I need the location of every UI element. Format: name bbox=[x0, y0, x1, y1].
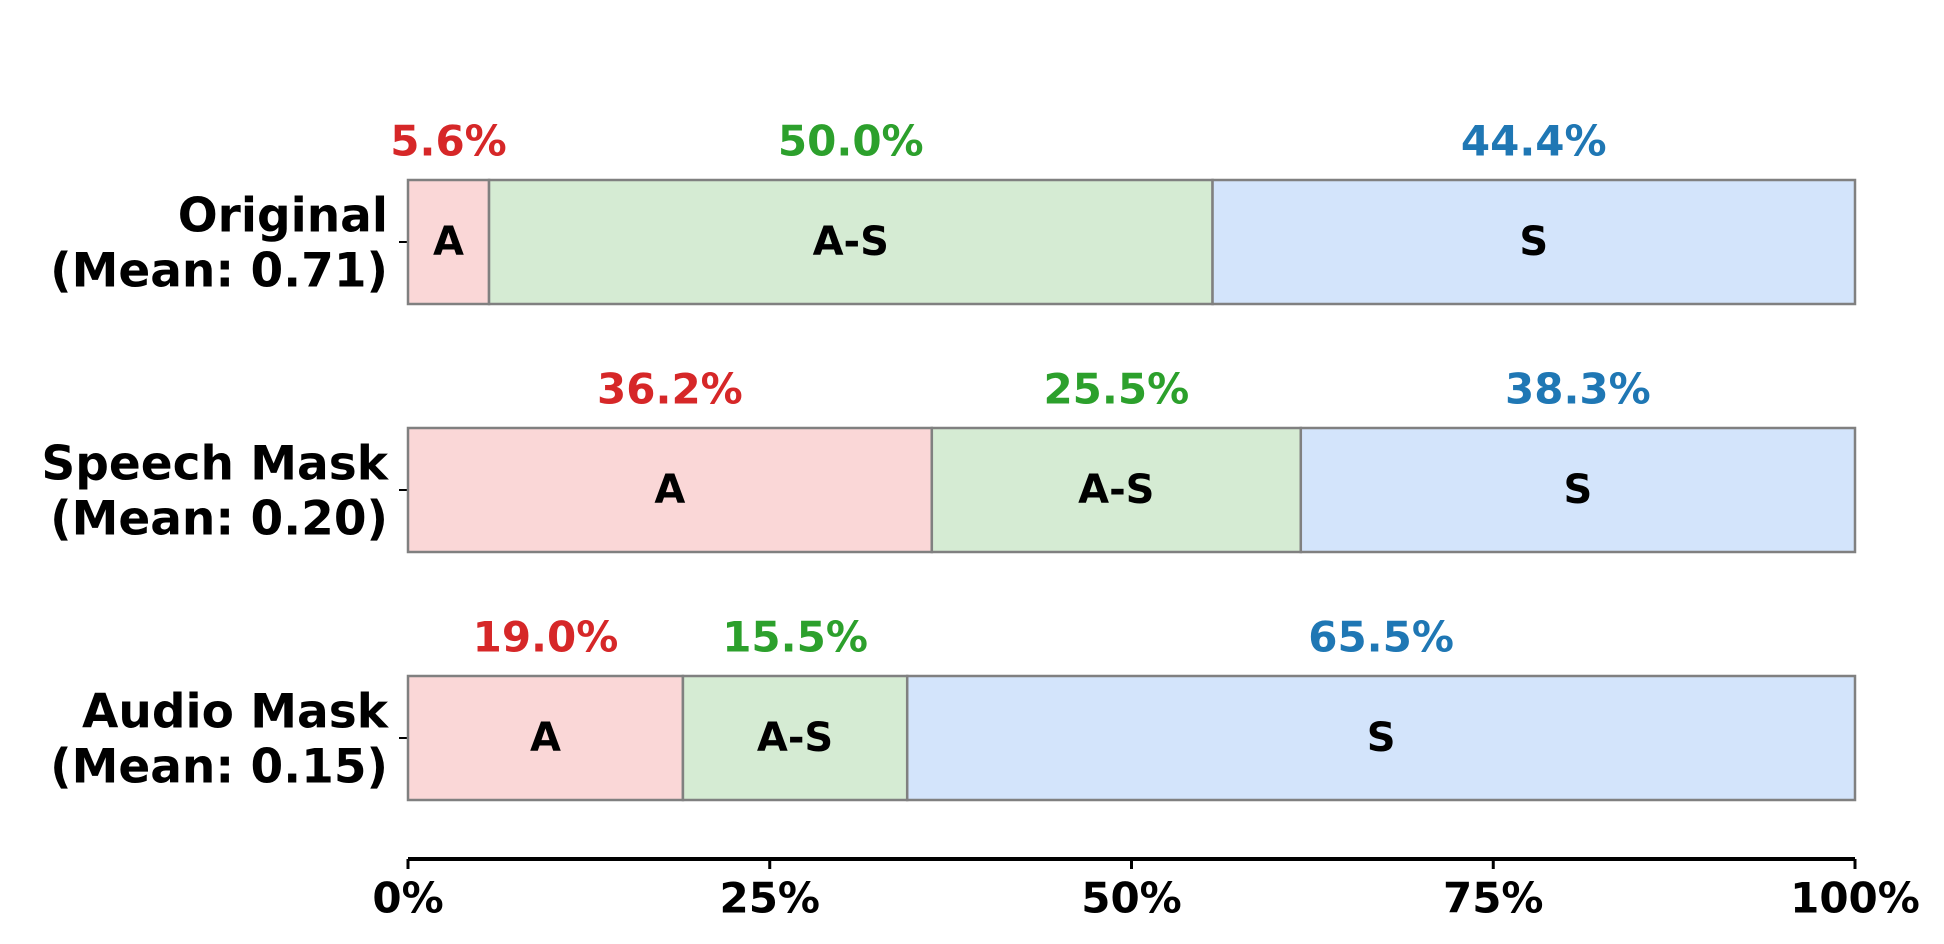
bar-segment bbox=[1211, 178, 1857, 306]
bar-segment bbox=[406, 674, 685, 802]
segment-name: A bbox=[433, 219, 464, 265]
value-label: 19.0% bbox=[473, 613, 619, 662]
bar-segment bbox=[1299, 426, 1857, 554]
category-note: (Mean: 0.15) bbox=[50, 740, 388, 795]
category-label: Speech Mask bbox=[41, 437, 389, 492]
value-label: 38.3% bbox=[1505, 365, 1651, 414]
value-label: 44.4% bbox=[1461, 117, 1607, 166]
value-label: 65.5% bbox=[1308, 613, 1454, 662]
category-label: Original bbox=[178, 189, 388, 244]
segment-name: A-S bbox=[757, 715, 833, 761]
segment-name: S bbox=[1519, 219, 1548, 265]
x-tick-label: 25% bbox=[719, 874, 820, 923]
category-note: (Mean: 0.20) bbox=[50, 492, 388, 547]
value-label: 50.0% bbox=[778, 117, 924, 166]
x-tick-label: 75% bbox=[1443, 874, 1544, 923]
value-label: 25.5% bbox=[1043, 365, 1189, 414]
segment-name: S bbox=[1563, 467, 1592, 513]
category-label: Audio Mask bbox=[82, 685, 390, 740]
segment-name: A bbox=[530, 715, 561, 761]
segment-name: A-S bbox=[1078, 467, 1154, 513]
value-label: 5.6% bbox=[390, 117, 506, 166]
segment-name: S bbox=[1367, 715, 1396, 761]
bar-segment bbox=[681, 674, 909, 802]
category-note: (Mean: 0.71) bbox=[50, 244, 388, 299]
bar-segment bbox=[487, 178, 1214, 306]
segment-name: A-S bbox=[813, 219, 889, 265]
bar-segment bbox=[406, 426, 934, 554]
x-tick-label: 100% bbox=[1790, 874, 1920, 923]
segment-name: A bbox=[654, 467, 685, 513]
bar-segment bbox=[905, 674, 1857, 802]
value-label: 36.2% bbox=[597, 365, 743, 414]
value-label: 15.5% bbox=[722, 613, 868, 662]
x-tick-label: 0% bbox=[372, 874, 443, 923]
x-tick-label: 50% bbox=[1081, 874, 1182, 923]
